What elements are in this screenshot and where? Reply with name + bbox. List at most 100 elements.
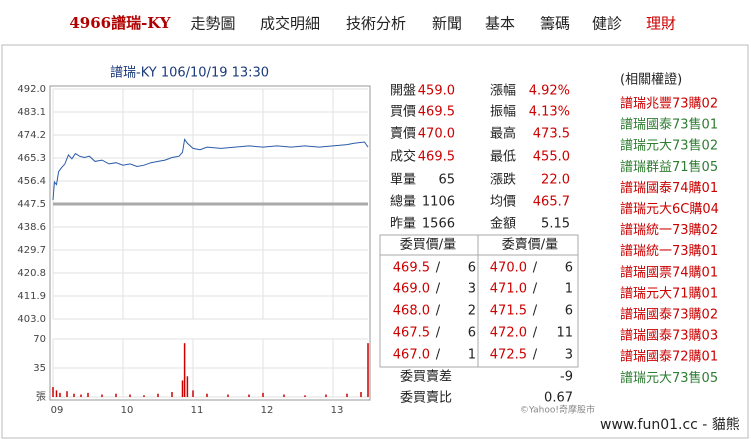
quote-value: 469.5 [418, 150, 455, 165]
x-tick-label: 13 [331, 405, 344, 416]
orderbook-price: 468.0 [393, 304, 430, 319]
orderbook-qty: 1 [565, 282, 573, 297]
volume-bar [206, 393, 208, 397]
y-tick-label: 35 [33, 363, 46, 374]
quote-value: 4.92% [529, 84, 570, 99]
volume-bar [143, 395, 145, 397]
orderbook-price: 467.0 [393, 348, 430, 363]
quote-value: 465.7 [533, 195, 570, 210]
warrant-link[interactable]: 譜瑞國泰74購01 [620, 181, 718, 196]
nav-link[interactable]: 基本 [485, 15, 515, 33]
quote-label: 振幅 [490, 105, 516, 120]
volume-bar [52, 387, 54, 397]
orderbook-qty: 6 [468, 326, 476, 341]
y-tick-label: 429.7 [17, 245, 46, 256]
quote-label: 成交 [390, 149, 416, 165]
quote-value: 22.0 [541, 173, 570, 188]
nav-link[interactable]: 理財 [646, 15, 676, 33]
orderbook-price: 467.5 [393, 326, 430, 341]
volume-bar [55, 390, 58, 397]
orderbook-price: 470.0 [490, 261, 527, 276]
y-tick-label: 70 [33, 334, 46, 345]
orderbook-frame [379, 234, 579, 368]
quote-value: 1106 [422, 195, 455, 210]
y-tick-label: 483.1 [17, 107, 46, 118]
nav-link[interactable]: 成交明細 [260, 15, 320, 33]
x-tick-label: 10 [121, 405, 134, 416]
orderbook-price: 472.5 [490, 348, 527, 363]
y-tick-label: 447.5 [17, 199, 46, 210]
quote-value: 469.5 [418, 105, 455, 120]
warrant-link[interactable]: 譜瑞國泰73售01 [620, 117, 718, 133]
y-tick-label: 403.0 [17, 314, 46, 325]
quote-label: 賣價 [390, 127, 416, 142]
orderbook-qty: 6 [468, 261, 476, 276]
separator: / [533, 261, 538, 276]
quote-label: 開盤 [390, 84, 416, 99]
orderbook-header: 委賣價/量 [502, 238, 558, 253]
warrant-link[interactable]: 譜瑞國泰72購01 [620, 350, 718, 365]
orderbook-price: 469.5 [393, 261, 430, 276]
warrant-link[interactable]: 譜瑞國泰73購03 [620, 329, 718, 344]
nav-link[interactable]: 健診 [592, 15, 622, 33]
nav-link[interactable]: 技術分析 [346, 15, 406, 33]
warrant-link[interactable]: 譜瑞兆豐73購02 [620, 97, 718, 112]
separator: / [436, 282, 441, 297]
quote-value: 4.13% [529, 105, 570, 120]
nav-link[interactable]: 新聞 [432, 15, 462, 33]
separator: / [436, 261, 441, 276]
volume-bar [325, 394, 327, 397]
volume-bar [304, 395, 306, 397]
y-tick-label: 474.2 [17, 130, 46, 141]
quote-value: 459.0 [418, 84, 455, 99]
volume-bar [66, 391, 68, 397]
orderbook-qty: 6 [565, 261, 573, 276]
x-tick-label: 12 [261, 405, 274, 416]
volume-bar [248, 394, 250, 397]
nav-link[interactable]: 籌碼 [540, 15, 570, 33]
warrant-link[interactable]: 譜瑞元大73售02 [620, 138, 718, 154]
orderbook-qty: 3 [565, 348, 573, 363]
orderbook-qty: 3 [468, 282, 476, 297]
quote-label: 單量 [390, 173, 416, 188]
nav-link[interactable]: 4966譜瑞-KY [69, 14, 171, 32]
y-tick-label: 張 [36, 391, 46, 403]
warrant-link[interactable]: 譜瑞元大73售05 [620, 370, 718, 386]
warrant-link[interactable]: 譜瑞元大71購01 [620, 286, 718, 301]
volume-bar [129, 394, 131, 397]
footer: www.fun01.cc - 貓熊 [600, 417, 740, 433]
orderbook-qty: 6 [565, 304, 573, 319]
quote-label: 買價 [390, 105, 416, 120]
volume-bar [183, 343, 186, 397]
volume-bar [346, 393, 348, 397]
warrant-link[interactable]: 譜瑞國泰73購02 [620, 308, 718, 323]
warrant-link[interactable]: 譜瑞統一73購01 [620, 244, 718, 259]
volume-bar [157, 393, 159, 397]
warrant-link[interactable]: 譜瑞統一73購02 [620, 223, 718, 238]
separator: / [436, 348, 441, 363]
quote-value: 470.0 [418, 127, 455, 142]
orderbook-price: 471.0 [490, 282, 527, 297]
separator: / [436, 326, 441, 341]
chart-title: 譜瑞-KY 106/10/19 13:30 [110, 66, 269, 81]
volume-bar [262, 392, 264, 397]
y-tick-label: 492.0 [17, 84, 46, 95]
summary-label: 委買賣比 [400, 391, 452, 406]
nav-link[interactable]: 走勢圖 [190, 15, 235, 33]
volume-bar [181, 380, 184, 397]
orderbook-price: 471.5 [490, 304, 527, 319]
quote-label: 漲跌 [490, 172, 516, 188]
warrant-link[interactable]: 譜瑞元大6C購04 [620, 202, 719, 217]
warrant-link[interactable]: 譜瑞群益71售05 [620, 159, 718, 175]
y-tick-label: 456.4 [17, 176, 46, 187]
quote-label: 最高 [490, 126, 516, 142]
orderbook-header: 委買價/量 [400, 238, 456, 253]
warrant-link[interactable]: 譜瑞國票74購01 [620, 265, 718, 280]
panel [1, 44, 749, 439]
separator: / [533, 282, 538, 297]
y-tick-label: 411.9 [17, 291, 46, 302]
x-tick-label: 09 [51, 405, 64, 416]
quote-label: 均價 [490, 195, 516, 210]
plot-frame [49, 85, 371, 401]
